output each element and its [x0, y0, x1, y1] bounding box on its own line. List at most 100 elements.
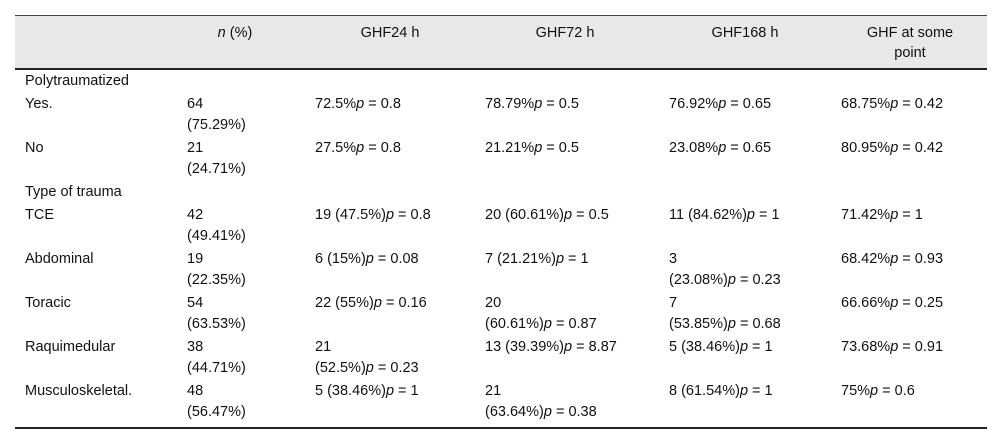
row-label: TCE	[25, 207, 54, 223]
ghf72-cell: 78.79%p = 0.5	[485, 94, 579, 115]
ghf-any-cell: 73.68%p = 0.91	[841, 337, 943, 358]
cell-value: 11 (84.62%)	[669, 207, 747, 223]
cell-value: 19 (47.5%)	[315, 207, 386, 223]
ghf-any-cell: 68.75%p = 0.42	[841, 94, 943, 115]
section-title: Polytraumatized	[25, 73, 129, 89]
cell-value: 3	[669, 251, 678, 267]
p-symbol: p	[739, 383, 749, 399]
equals-symbol: =	[735, 272, 753, 288]
equals-symbol: =	[572, 207, 589, 223]
n-count: 38	[187, 339, 204, 355]
p-symbol: p	[718, 96, 727, 112]
p-symbol: p	[365, 251, 374, 267]
header-ghf168: GHF168 h	[711, 25, 779, 41]
p-symbol: p	[890, 295, 899, 311]
equals-symbol: =	[755, 207, 772, 223]
equals-symbol: =	[364, 140, 381, 156]
cell-value: 7	[669, 295, 678, 311]
p-value: 0.93	[914, 251, 944, 267]
row-label: Yes.	[25, 96, 53, 112]
p-symbol: p	[356, 96, 365, 112]
cell-value: 5 (38.46%)	[315, 383, 386, 399]
n-count: 21	[187, 140, 204, 156]
n-percent: (24.71%)	[187, 161, 246, 177]
p-value: 0.5	[558, 140, 579, 156]
p-symbol: p	[727, 316, 736, 332]
ghf72-cell: 7 (21.21%)p = 1	[485, 249, 589, 270]
p-value: 1	[914, 207, 923, 223]
ghf168-cell: 5 (38.46%)p = 1	[669, 337, 773, 358]
ghf72-cell: 20 (60.61%)p = 0.87	[485, 293, 597, 335]
ghf-any-cell: 75%p = 0.6	[841, 381, 915, 402]
n-percent-cell: 42 (49.41%)	[187, 205, 246, 247]
ghf24-cell: 27.5%p = 0.8	[315, 138, 401, 159]
equals-symbol: =	[542, 96, 559, 112]
p-value: 0.8	[380, 96, 401, 112]
ghf168-cell: 23.08%p = 0.65	[669, 138, 771, 159]
cell-value: 5 (38.46%)	[669, 339, 740, 355]
table-bottom-rule	[15, 427, 987, 429]
equals-symbol: =	[878, 383, 895, 399]
p-value: 0.8	[380, 140, 401, 156]
cell-value-cont: (63.64%)	[485, 404, 544, 420]
p-symbol: p	[718, 140, 727, 156]
p-symbol: p	[534, 96, 543, 112]
p-value: 1	[410, 383, 419, 399]
equals-symbol: =	[551, 316, 569, 332]
p-symbol: p	[385, 383, 395, 399]
n-count: 64	[187, 96, 204, 112]
p-value: 0.5	[588, 207, 609, 223]
p-symbol: p	[543, 316, 552, 332]
p-value: 0.16	[398, 295, 427, 311]
row-label: No	[25, 140, 44, 156]
p-symbol: p	[890, 96, 899, 112]
p-value: 0.23	[390, 360, 419, 376]
section-title: Type of trauma	[25, 184, 122, 200]
equals-symbol: =	[898, 339, 915, 355]
cell-value: 13 (39.39%)	[485, 339, 564, 355]
p-symbol: p	[534, 140, 543, 156]
equals-symbol: =	[373, 360, 391, 376]
p-value: 0.65	[742, 96, 772, 112]
cell-value-cont: (53.85%)	[669, 316, 728, 332]
p-value: 0.42	[914, 140, 944, 156]
cell-value: 66.66%	[841, 295, 891, 311]
cell-value: 21.21%	[485, 140, 535, 156]
equals-symbol: =	[394, 383, 411, 399]
n-percent: (56.47%)	[187, 404, 246, 420]
ghf168-cell: 76.92%p = 0.65	[669, 94, 771, 115]
p-value: 0.08	[390, 251, 419, 267]
p-symbol: p	[543, 404, 552, 420]
p-value: 8.87	[588, 339, 617, 355]
p-symbol: p	[890, 251, 899, 267]
cell-value: 22 (55%)	[315, 295, 374, 311]
n-percent: (44.71%)	[187, 360, 246, 376]
ghf-any-cell: 80.95%p = 0.42	[841, 138, 943, 159]
p-symbol: p	[564, 339, 573, 355]
p-value: 0.91	[914, 339, 944, 355]
p-value: 0.42	[914, 96, 944, 112]
p-value: 1	[771, 207, 780, 223]
p-symbol: p	[890, 207, 899, 223]
equals-symbol: =	[373, 251, 391, 267]
equals-symbol: =	[898, 207, 915, 223]
cell-value: 21	[485, 383, 502, 399]
ghf72-cell: 21.21%p = 0.5	[485, 138, 579, 159]
cell-value: 20	[485, 295, 502, 311]
p-symbol: p	[555, 251, 565, 267]
cell-value: 73.68%	[841, 339, 891, 355]
n-percent-cell: 54 (63.53%)	[187, 293, 246, 335]
header-n-percent: n (%)	[217, 25, 253, 41]
equals-symbol: =	[748, 339, 765, 355]
n-percent: (22.35%)	[187, 272, 246, 288]
cell-value: 68.42%	[841, 251, 891, 267]
cell-value: 6 (15%)	[315, 251, 366, 267]
p-value: 0.68	[752, 316, 781, 332]
cell-value: 68.75%	[841, 96, 891, 112]
n-percent-cell: 21 (24.71%)	[187, 138, 246, 180]
p-value: 1	[764, 339, 773, 355]
cell-value: 23.08%	[669, 140, 719, 156]
p-symbol: p	[746, 207, 755, 223]
ghf72-cell: 13 (39.39%)p = 8.87	[485, 337, 617, 358]
cell-value: 20 (60.61%)	[485, 207, 564, 223]
